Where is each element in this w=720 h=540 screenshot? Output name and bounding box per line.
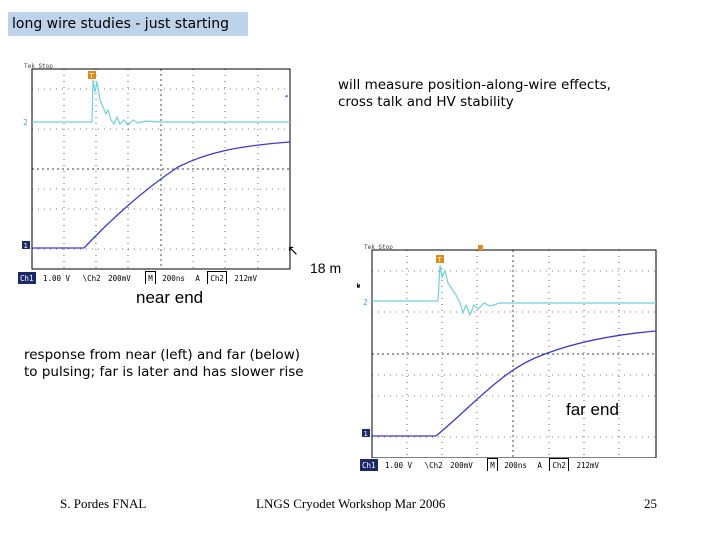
scope-near-status-trig-ch: Ch2 [207,271,227,284]
scope-far-blue-trace [372,330,657,437]
scope-far-status-ch1-scale: 1.00 V [384,461,413,470]
footer-page-number: 25 [644,496,657,511]
scope-near-status-ch1: Ch1 [18,272,36,284]
scope-far-screen: Tek Stop T 2 1 [362,244,657,459]
note-mid: response from near (left) and far (below… [24,347,304,381]
scope-far-status-m: M [487,458,498,471]
scope-near-status: Ch1 1.00 V \Ch2 200mV M 200ns A Ch2 212m… [18,271,296,284]
far-end-label: far end [566,400,619,419]
scope-far-status-ch2-label: \Ch2 [424,461,443,470]
scope-far-status-a: A [537,461,542,470]
scope-near-status-ch2-label: \Ch2 [82,274,101,283]
slide-title: long wire studies - just starting [8,12,248,36]
scope-near-status-a: A [195,274,200,283]
near-end-label: near end [136,288,204,307]
scope-near-status-m: M [145,271,156,284]
note-mid-line2: to pulsing; far is later and has slower … [24,364,304,380]
note-mid-line1: response from near (left) and far (below… [24,347,300,363]
scope-near-trigger-marker: T [89,72,95,80]
scope-far-ch1-marker: 1 [364,430,368,438]
arrow-near-icon: ↖ [287,243,299,259]
note-top-line2: cross talk and HV stability [338,94,514,110]
scope-far-status-ch2-scale: 200mV [450,461,473,470]
scope-far-status-ch1: Ch1 [360,459,378,471]
scope-far-status-time: 200ns [504,461,527,470]
scope-near-screen: Tek Stop T 2 1 ◂ [22,63,291,270]
scope-near: Tek Stop T 2 1 ◂ Ch1 1.00 V \Ch2 200mV M… [18,62,296,284]
scope-far-header: Tek Stop [364,244,393,251]
scope-far-status-trig-ch: Ch2 [549,458,569,471]
scope-near-ch2-marker: 2 [23,118,28,127]
scope-far-status: Ch1 1.00 V \Ch2 200mV M 200ns A Ch2 212m… [360,458,660,471]
scope-near-status-ch1-scale: 1.00 V [42,274,71,283]
scope-near-status-ch2-scale: 200mV [108,274,131,283]
scope-far-trigger-marker: T [437,256,443,264]
scope-near-blue-trace [32,141,291,249]
scope-near-ch1-marker: 1 [24,242,28,250]
footer-event: LNGS Cryodet Workshop Mar 2006 [256,496,446,511]
distance-label: 18 m [310,260,342,276]
scope-near-status-time: 200ns [162,274,185,283]
svg-text:◂: ◂ [284,92,288,100]
scope-far-status-trig-level: 212mV [576,461,600,470]
scope-far: Tek Stop T 2 1 Ch1 1.00 V \Ch2 200mV M 2… [360,243,660,471]
note-top: will measure position-along-wire effects… [338,77,611,111]
scope-near-header: Tek Stop [24,63,53,70]
footer-author: S. Pordes FNAL [60,496,147,511]
scope-far-cyan-trace [372,264,656,317]
note-top-line1: will measure position-along-wire effects… [338,77,611,93]
scope-far-ch2-marker: 2 [363,298,368,307]
scope-near-status-trig-level: 212mV [234,274,258,283]
scope-near-cyan-trace [32,79,290,126]
